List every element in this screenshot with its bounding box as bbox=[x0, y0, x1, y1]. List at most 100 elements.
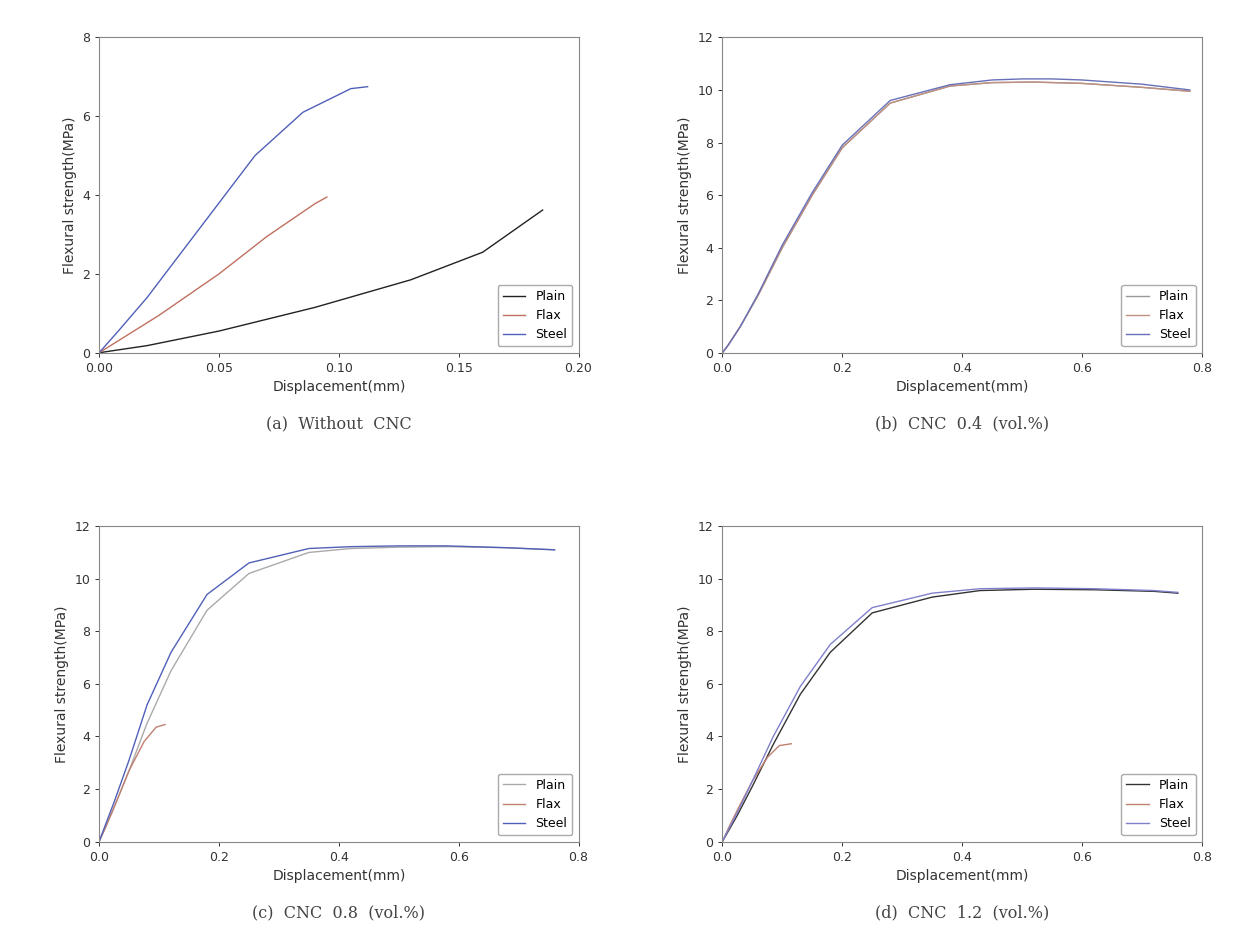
Y-axis label: Flexural strength(MPa): Flexural strength(MPa) bbox=[678, 605, 691, 763]
Plain bbox=[774, 242, 789, 253]
Line: Steel: Steel bbox=[722, 79, 1189, 352]
Flax bbox=[772, 740, 787, 751]
Flax bbox=[985, 77, 1000, 88]
Steel bbox=[548, 544, 563, 555]
Steel bbox=[882, 94, 897, 106]
Plain bbox=[793, 689, 808, 700]
Plain bbox=[973, 585, 987, 597]
Plain bbox=[745, 781, 760, 792]
Steel bbox=[924, 587, 939, 598]
Steel bbox=[499, 542, 514, 554]
Plain bbox=[924, 592, 939, 603]
Flax bbox=[157, 719, 172, 730]
Plain bbox=[835, 142, 850, 153]
Steel bbox=[715, 347, 730, 358]
Line: Plain: Plain bbox=[99, 547, 555, 842]
Flax bbox=[784, 738, 799, 749]
Flax bbox=[745, 775, 760, 786]
Steel bbox=[1087, 583, 1101, 595]
Steel bbox=[774, 239, 789, 251]
Y-axis label: Flexural strength(MPa): Flexural strength(MPa) bbox=[678, 116, 691, 274]
Steel bbox=[242, 557, 256, 568]
Plain bbox=[535, 205, 550, 216]
Flax bbox=[92, 836, 107, 847]
Plain bbox=[1027, 77, 1042, 88]
Plain bbox=[715, 836, 730, 847]
Flax bbox=[943, 80, 958, 92]
Flax bbox=[715, 347, 730, 358]
Plain bbox=[1171, 587, 1186, 598]
Flax bbox=[715, 836, 730, 847]
Steel bbox=[301, 543, 316, 554]
Flax bbox=[121, 765, 136, 776]
Steel bbox=[164, 647, 178, 658]
Line: Plain: Plain bbox=[722, 589, 1178, 842]
Plain bbox=[943, 80, 958, 92]
Plain bbox=[751, 289, 766, 300]
Steel bbox=[1182, 84, 1197, 95]
Steel bbox=[721, 339, 736, 351]
Plain bbox=[766, 739, 781, 750]
Flax bbox=[774, 242, 789, 253]
Plain bbox=[499, 542, 514, 554]
Plain bbox=[92, 836, 107, 847]
Plain bbox=[392, 541, 406, 553]
Steel bbox=[110, 325, 125, 337]
Flax bbox=[733, 321, 748, 332]
Steel bbox=[985, 75, 1000, 86]
Steel bbox=[751, 288, 766, 299]
Plain bbox=[1146, 585, 1161, 597]
Plain bbox=[715, 347, 730, 358]
Flax bbox=[835, 142, 850, 153]
Line: Plain: Plain bbox=[722, 82, 1189, 352]
Steel bbox=[295, 107, 310, 118]
Flax bbox=[151, 309, 166, 321]
Flax bbox=[730, 804, 745, 815]
Steel bbox=[1146, 585, 1161, 597]
Steel bbox=[1015, 73, 1030, 84]
Steel bbox=[730, 807, 745, 818]
Flax bbox=[307, 198, 322, 209]
Flax bbox=[98, 823, 113, 834]
Plain bbox=[121, 765, 136, 776]
Plain bbox=[721, 339, 736, 351]
Plain bbox=[212, 325, 227, 337]
Steel bbox=[140, 699, 155, 711]
Plain bbox=[140, 340, 155, 352]
Steel bbox=[745, 775, 760, 786]
Plain bbox=[882, 97, 897, 108]
Steel bbox=[1171, 587, 1186, 598]
Line: Flax: Flax bbox=[99, 197, 327, 352]
Flax bbox=[149, 722, 164, 733]
Flax bbox=[760, 752, 774, 763]
Steel bbox=[715, 836, 730, 847]
Steel bbox=[98, 820, 113, 831]
Flax bbox=[805, 190, 820, 201]
Plain bbox=[1074, 78, 1089, 89]
Y-axis label: Flexural strength(MPa): Flexural strength(MPa) bbox=[62, 116, 77, 274]
Legend: Plain, Flax, Steel: Plain, Flax, Steel bbox=[1121, 774, 1196, 835]
Plain bbox=[343, 543, 358, 554]
Steel bbox=[973, 583, 987, 595]
Plain bbox=[199, 605, 214, 616]
Text: (a)  Without  CNC: (a) Without CNC bbox=[266, 416, 411, 433]
Line: Plain: Plain bbox=[99, 210, 543, 352]
Steel bbox=[343, 541, 358, 553]
Steel bbox=[343, 83, 358, 94]
Plain bbox=[730, 810, 745, 821]
Steel bbox=[766, 731, 781, 742]
Plain bbox=[805, 190, 820, 201]
Plain bbox=[1135, 81, 1150, 93]
Plain bbox=[865, 607, 880, 618]
Plain bbox=[301, 547, 316, 558]
Steel bbox=[733, 321, 748, 332]
Line: Steel: Steel bbox=[99, 87, 368, 352]
Steel bbox=[793, 681, 808, 692]
Flax bbox=[92, 347, 107, 358]
X-axis label: Displacement(mm): Displacement(mm) bbox=[273, 870, 405, 883]
Plain bbox=[733, 321, 748, 332]
Steel bbox=[248, 150, 263, 161]
Y-axis label: Flexural strength(MPa): Flexural strength(MPa) bbox=[55, 605, 68, 763]
Steel bbox=[943, 79, 958, 91]
Plain bbox=[721, 826, 736, 837]
